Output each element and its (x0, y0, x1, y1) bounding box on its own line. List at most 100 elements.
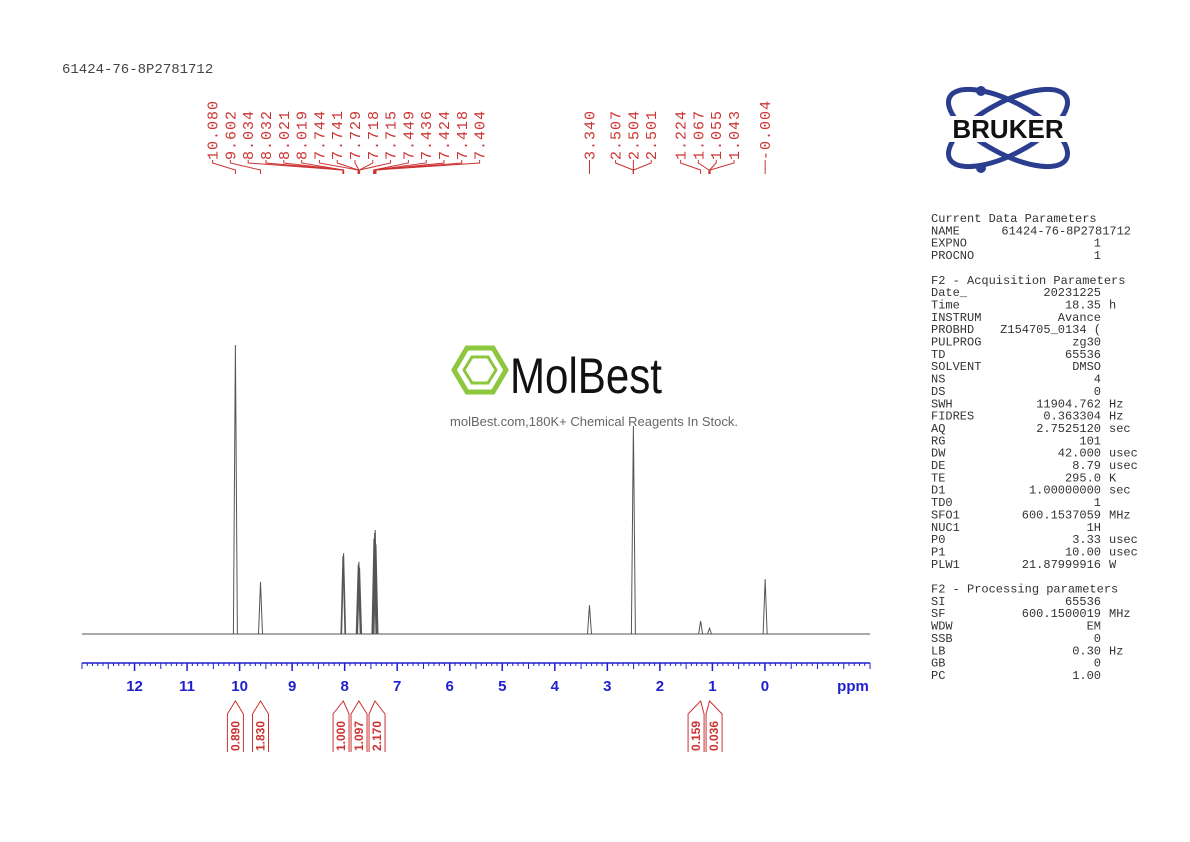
logo-orbit (945, 86, 1071, 170)
peak (707, 626, 712, 635)
integral-bracket (350, 700, 368, 752)
x-tick-label: 1 (708, 678, 716, 695)
peak-connector (373, 160, 427, 174)
param-unit: h (1109, 298, 1116, 312)
param-key: TD0 (931, 496, 953, 510)
x-tick-label: 5 (498, 678, 506, 695)
watermark-tagline: molBest.com,180K+ Chemical Reagents In S… (450, 414, 738, 429)
peak-label: 7.436 (419, 110, 436, 160)
param-key: DE (931, 459, 945, 473)
peak (586, 605, 592, 635)
integral-bracket (226, 700, 244, 752)
param-unit: sec (1109, 484, 1131, 498)
x-tick-label: 6 (446, 678, 454, 695)
param-key: PC (931, 669, 945, 683)
peak-connector (709, 160, 717, 174)
peak (232, 344, 238, 635)
param-value: 21.87999916 (1022, 558, 1101, 572)
peak-label: 2.507 (609, 110, 626, 160)
param-value: 65536 (1065, 348, 1101, 362)
param-key: D1 (931, 484, 945, 498)
param-value: 10.00 (1065, 545, 1101, 559)
param-unit: MHz (1109, 607, 1131, 621)
param-value: 0 (1094, 657, 1101, 671)
param-value: 11904.762 (1036, 397, 1101, 411)
x-tick-label: 3 (603, 678, 611, 695)
param-key: NS (931, 373, 945, 387)
param-value: 295.0 (1065, 471, 1101, 485)
param-unit: W (1109, 558, 1117, 572)
integral-bracket (332, 700, 350, 752)
logo-text: BRUKER (952, 114, 1063, 144)
param-value: 2.7525120 (1036, 422, 1101, 436)
watermark-icon (462, 355, 498, 385)
param-key: PROCNO (931, 249, 974, 263)
peak-label: 8.032 (259, 110, 276, 160)
peak (341, 553, 347, 635)
peak-connector (375, 160, 481, 174)
x-tick-label: 12 (126, 678, 143, 695)
param-heading: Current Data Parameters (931, 212, 1097, 226)
param-unit: Hz (1109, 644, 1123, 658)
peak-label: 1.224 (674, 110, 691, 160)
param-value: Z154705_0134 ( (1000, 323, 1101, 337)
peak-label: 7.404 (473, 110, 490, 160)
integral-bracket (252, 700, 270, 752)
peak (373, 544, 379, 635)
param-value: 1.00 (1072, 669, 1101, 683)
param-value: 0 (1094, 385, 1101, 399)
param-key: NUC1 (931, 521, 960, 535)
param-heading: F2 - Acquisition Parameters (931, 274, 1125, 288)
peak-label: 7.424 (437, 110, 454, 160)
integral-label: 0.159 (689, 721, 703, 751)
peak (372, 529, 378, 635)
param-value: 101 (1079, 434, 1101, 448)
peak (372, 532, 378, 635)
param-unit: sec (1109, 422, 1131, 436)
logo-orbit (945, 86, 1071, 170)
param-unit: K (1109, 471, 1117, 485)
peak-connector (697, 160, 710, 174)
param-value: EM (1087, 620, 1101, 634)
param-value: 0 (1094, 632, 1101, 646)
param-value: 1 (1094, 496, 1101, 510)
param-key: SFO1 (931, 508, 960, 522)
param-key: PLW1 (931, 558, 960, 572)
peak-label: 1.055 (709, 110, 726, 160)
x-tick-label: 0 (761, 678, 769, 695)
param-value: 61424-76-8P2781712 (1001, 224, 1131, 238)
peak-connector (359, 160, 392, 174)
param-key: PULPROG (931, 336, 981, 350)
param-unit: usec (1109, 459, 1138, 473)
x-tick-label: 8 (340, 678, 348, 695)
peak-label: 8.021 (277, 110, 294, 160)
param-key: LB (931, 644, 945, 658)
peak-connector (615, 160, 634, 174)
param-unit: Hz (1109, 410, 1123, 424)
peak-connector (283, 160, 345, 174)
peak (340, 555, 346, 635)
param-value: 1 (1094, 237, 1101, 251)
peak-label: 7.449 (401, 110, 418, 160)
param-value: 600.1500019 (1022, 607, 1101, 621)
param-key: RG (931, 434, 945, 448)
peak (355, 564, 361, 635)
param-key: SWH (931, 397, 953, 411)
peak-label: 7.418 (455, 110, 472, 160)
integral-label: 1.830 (254, 721, 268, 751)
param-value: 65536 (1065, 595, 1101, 609)
peak-label: 8.034 (241, 110, 258, 160)
param-value: 600.1537059 (1022, 508, 1101, 522)
x-tick-label: 2 (656, 678, 664, 695)
peak-label: 1.067 (691, 110, 708, 160)
param-key: P0 (931, 533, 945, 547)
integral-bracket (368, 700, 386, 752)
bruker-logo: BRUKER (925, 86, 1091, 173)
peak-connector (680, 160, 702, 174)
peak-connector (265, 160, 344, 174)
logo-dot (976, 86, 986, 96)
param-value: 1H (1087, 521, 1101, 535)
param-value: DMSO (1072, 360, 1101, 374)
peak-label: -0.004 (758, 100, 775, 160)
